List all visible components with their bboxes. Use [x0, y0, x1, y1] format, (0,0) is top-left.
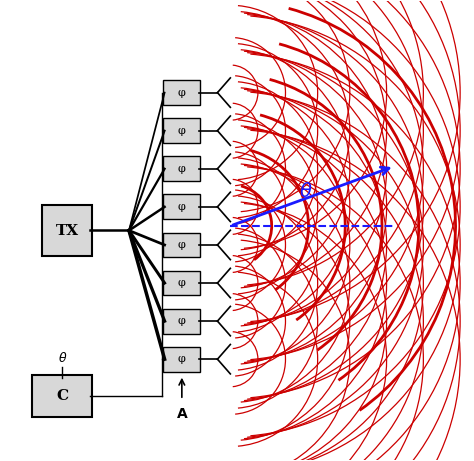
Text: φ: φ	[178, 202, 186, 212]
FancyBboxPatch shape	[163, 80, 201, 105]
FancyBboxPatch shape	[163, 156, 201, 181]
FancyBboxPatch shape	[33, 375, 92, 417]
FancyBboxPatch shape	[42, 205, 92, 256]
Text: φ: φ	[178, 278, 186, 288]
Text: C: C	[56, 389, 68, 403]
FancyBboxPatch shape	[163, 118, 201, 143]
Text: φ: φ	[178, 164, 186, 174]
Text: φ: φ	[178, 316, 186, 326]
Text: φ: φ	[178, 88, 186, 98]
FancyBboxPatch shape	[163, 309, 201, 333]
Text: θ: θ	[58, 352, 66, 365]
FancyBboxPatch shape	[163, 347, 201, 372]
FancyBboxPatch shape	[163, 232, 201, 257]
FancyBboxPatch shape	[163, 271, 201, 296]
Text: φ: φ	[178, 126, 186, 136]
Text: A: A	[176, 407, 187, 421]
Text: φ: φ	[178, 354, 186, 364]
Text: φ: φ	[178, 240, 186, 250]
Text: TX: TX	[55, 224, 79, 237]
FancyBboxPatch shape	[163, 195, 201, 219]
Text: θ: θ	[299, 182, 311, 201]
